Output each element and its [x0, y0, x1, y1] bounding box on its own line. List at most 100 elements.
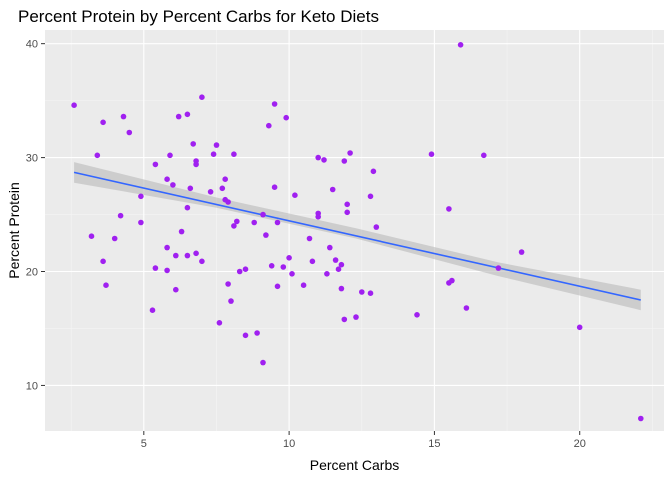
data-point — [309, 258, 316, 265]
data-point — [225, 199, 231, 205]
data-point — [638, 415, 644, 422]
x-tick-label: 20 — [574, 438, 586, 450]
data-point — [283, 114, 290, 121]
data-point — [117, 212, 124, 219]
data-point — [344, 209, 351, 216]
data-point — [103, 282, 109, 289]
data-point — [71, 102, 77, 108]
data-point — [167, 152, 173, 159]
data-point — [242, 332, 249, 339]
data-point — [199, 94, 205, 100]
data-point — [359, 289, 365, 295]
data-point — [152, 161, 159, 168]
data-point — [216, 320, 223, 326]
data-point — [280, 264, 287, 270]
data-point — [242, 266, 249, 273]
data-point — [286, 254, 292, 261]
data-point — [100, 258, 106, 265]
grid-major — [45, 30, 664, 431]
data-point — [193, 250, 199, 257]
data-point — [222, 176, 228, 182]
data-point — [231, 151, 237, 157]
data-point — [149, 307, 156, 314]
data-point — [164, 267, 170, 274]
data-point — [428, 151, 435, 157]
data-point — [576, 324, 583, 331]
trend-line — [73, 171, 641, 301]
data-point — [414, 312, 420, 318]
data-point — [271, 184, 278, 190]
data-point — [300, 282, 307, 289]
data-point — [126, 129, 133, 136]
data-point — [338, 261, 345, 268]
data-point — [463, 305, 470, 311]
data-point — [329, 186, 336, 193]
y-axis-ticks: 10 20 30 40 — [26, 39, 45, 392]
x-tick-label: 5 — [141, 438, 147, 450]
data-points — [71, 42, 644, 422]
data-point — [260, 211, 266, 218]
data-point — [370, 168, 377, 175]
data-point — [353, 314, 359, 320]
data-point — [225, 281, 231, 287]
data-point — [251, 219, 257, 226]
data-point — [341, 158, 348, 164]
data-point — [449, 277, 455, 284]
data-point — [184, 204, 191, 211]
y-axis-title: Percent Protein — [6, 182, 22, 279]
data-point — [347, 150, 353, 156]
data-point — [138, 219, 144, 226]
data-point — [190, 141, 196, 147]
data-point — [260, 359, 266, 366]
data-point — [367, 290, 374, 297]
data-point — [207, 189, 214, 195]
data-point — [100, 119, 106, 126]
data-point — [335, 266, 342, 273]
data-point — [236, 268, 243, 275]
data-point — [175, 113, 182, 120]
data-point — [341, 316, 348, 323]
x-tick-label: 10 — [283, 438, 295, 450]
data-point — [173, 286, 179, 293]
data-point — [481, 152, 487, 159]
x-axis-ticks: 5 10 15 20 — [141, 431, 586, 450]
data-point — [228, 298, 234, 304]
data-point — [321, 157, 327, 163]
data-point — [164, 244, 170, 251]
data-point — [332, 257, 339, 263]
data-point — [315, 154, 322, 161]
data-point — [274, 219, 281, 226]
data-point — [324, 271, 330, 277]
data-point — [173, 252, 179, 259]
data-point — [184, 111, 191, 118]
data-point — [367, 193, 374, 200]
data-point — [111, 235, 118, 242]
y-tick-label: 40 — [26, 39, 38, 51]
data-point — [338, 285, 345, 292]
data-point — [373, 224, 380, 230]
data-point — [495, 265, 502, 271]
data-point — [219, 185, 226, 192]
data-point — [210, 151, 217, 157]
data-point — [289, 271, 295, 277]
data-point — [254, 330, 260, 336]
data-point — [263, 232, 269, 238]
data-point — [184, 252, 191, 259]
data-point — [213, 142, 220, 148]
data-point — [138, 193, 144, 200]
data-point — [266, 122, 272, 129]
data-point — [88, 233, 95, 239]
data-point — [164, 176, 170, 182]
data-point — [199, 258, 205, 265]
data-point — [446, 206, 452, 212]
data-point — [306, 235, 313, 242]
data-point — [292, 192, 298, 198]
data-point — [94, 152, 101, 159]
data-point — [187, 185, 194, 192]
data-point — [271, 101, 278, 107]
x-axis-title: Percent Carbs — [310, 457, 399, 473]
chart-title: Percent Protein by Percent Carbs for Ket… — [18, 7, 379, 26]
data-point — [193, 158, 199, 164]
data-point — [457, 42, 464, 48]
